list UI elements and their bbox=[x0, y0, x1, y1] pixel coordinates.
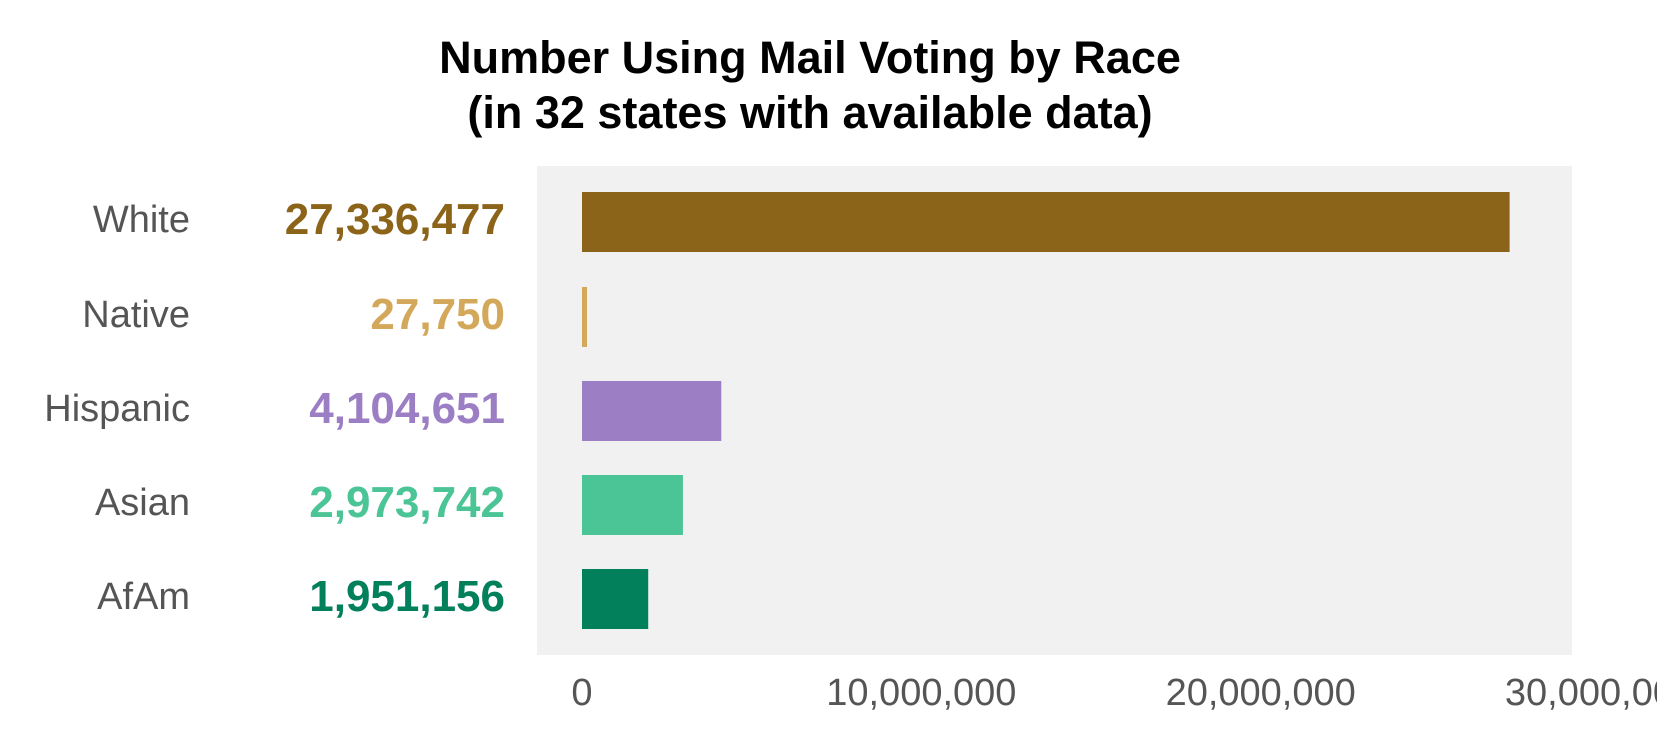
category-label-asian: Asian bbox=[94, 482, 190, 524]
x-tick-label: 10,000,000 bbox=[826, 672, 1017, 714]
chart-title-line1: Number Using Mail Voting by Race bbox=[439, 32, 1181, 83]
value-label-afam: 1,951,156 bbox=[309, 572, 505, 621]
bar-hispanic bbox=[582, 381, 722, 441]
chart-subtitle: (in 32 states with available data) bbox=[467, 87, 1153, 138]
bar-afam bbox=[582, 569, 649, 629]
category-label-afam: AfAm bbox=[97, 576, 190, 618]
bar-white bbox=[582, 192, 1510, 252]
bar-native bbox=[582, 287, 587, 347]
value-label-hispanic: 4,104,651 bbox=[309, 384, 505, 433]
category-label-hispanic: Hispanic bbox=[44, 388, 190, 430]
x-tick-label: 30,000,000 bbox=[1504, 672, 1657, 714]
x-tick-label: 0 bbox=[571, 672, 593, 714]
x-tick-label: 20,000,000 bbox=[1165, 672, 1356, 714]
value-label-native: 27,750 bbox=[370, 290, 505, 339]
value-label-asian: 2,973,742 bbox=[309, 478, 505, 527]
bar-asian bbox=[582, 475, 683, 535]
category-label-native: Native bbox=[82, 294, 190, 336]
value-label-white: 27,336,477 bbox=[284, 195, 505, 244]
chart-title: Number Using Mail Voting by Race (in 32 … bbox=[0, 30, 1620, 140]
category-label-white: White bbox=[92, 199, 190, 241]
